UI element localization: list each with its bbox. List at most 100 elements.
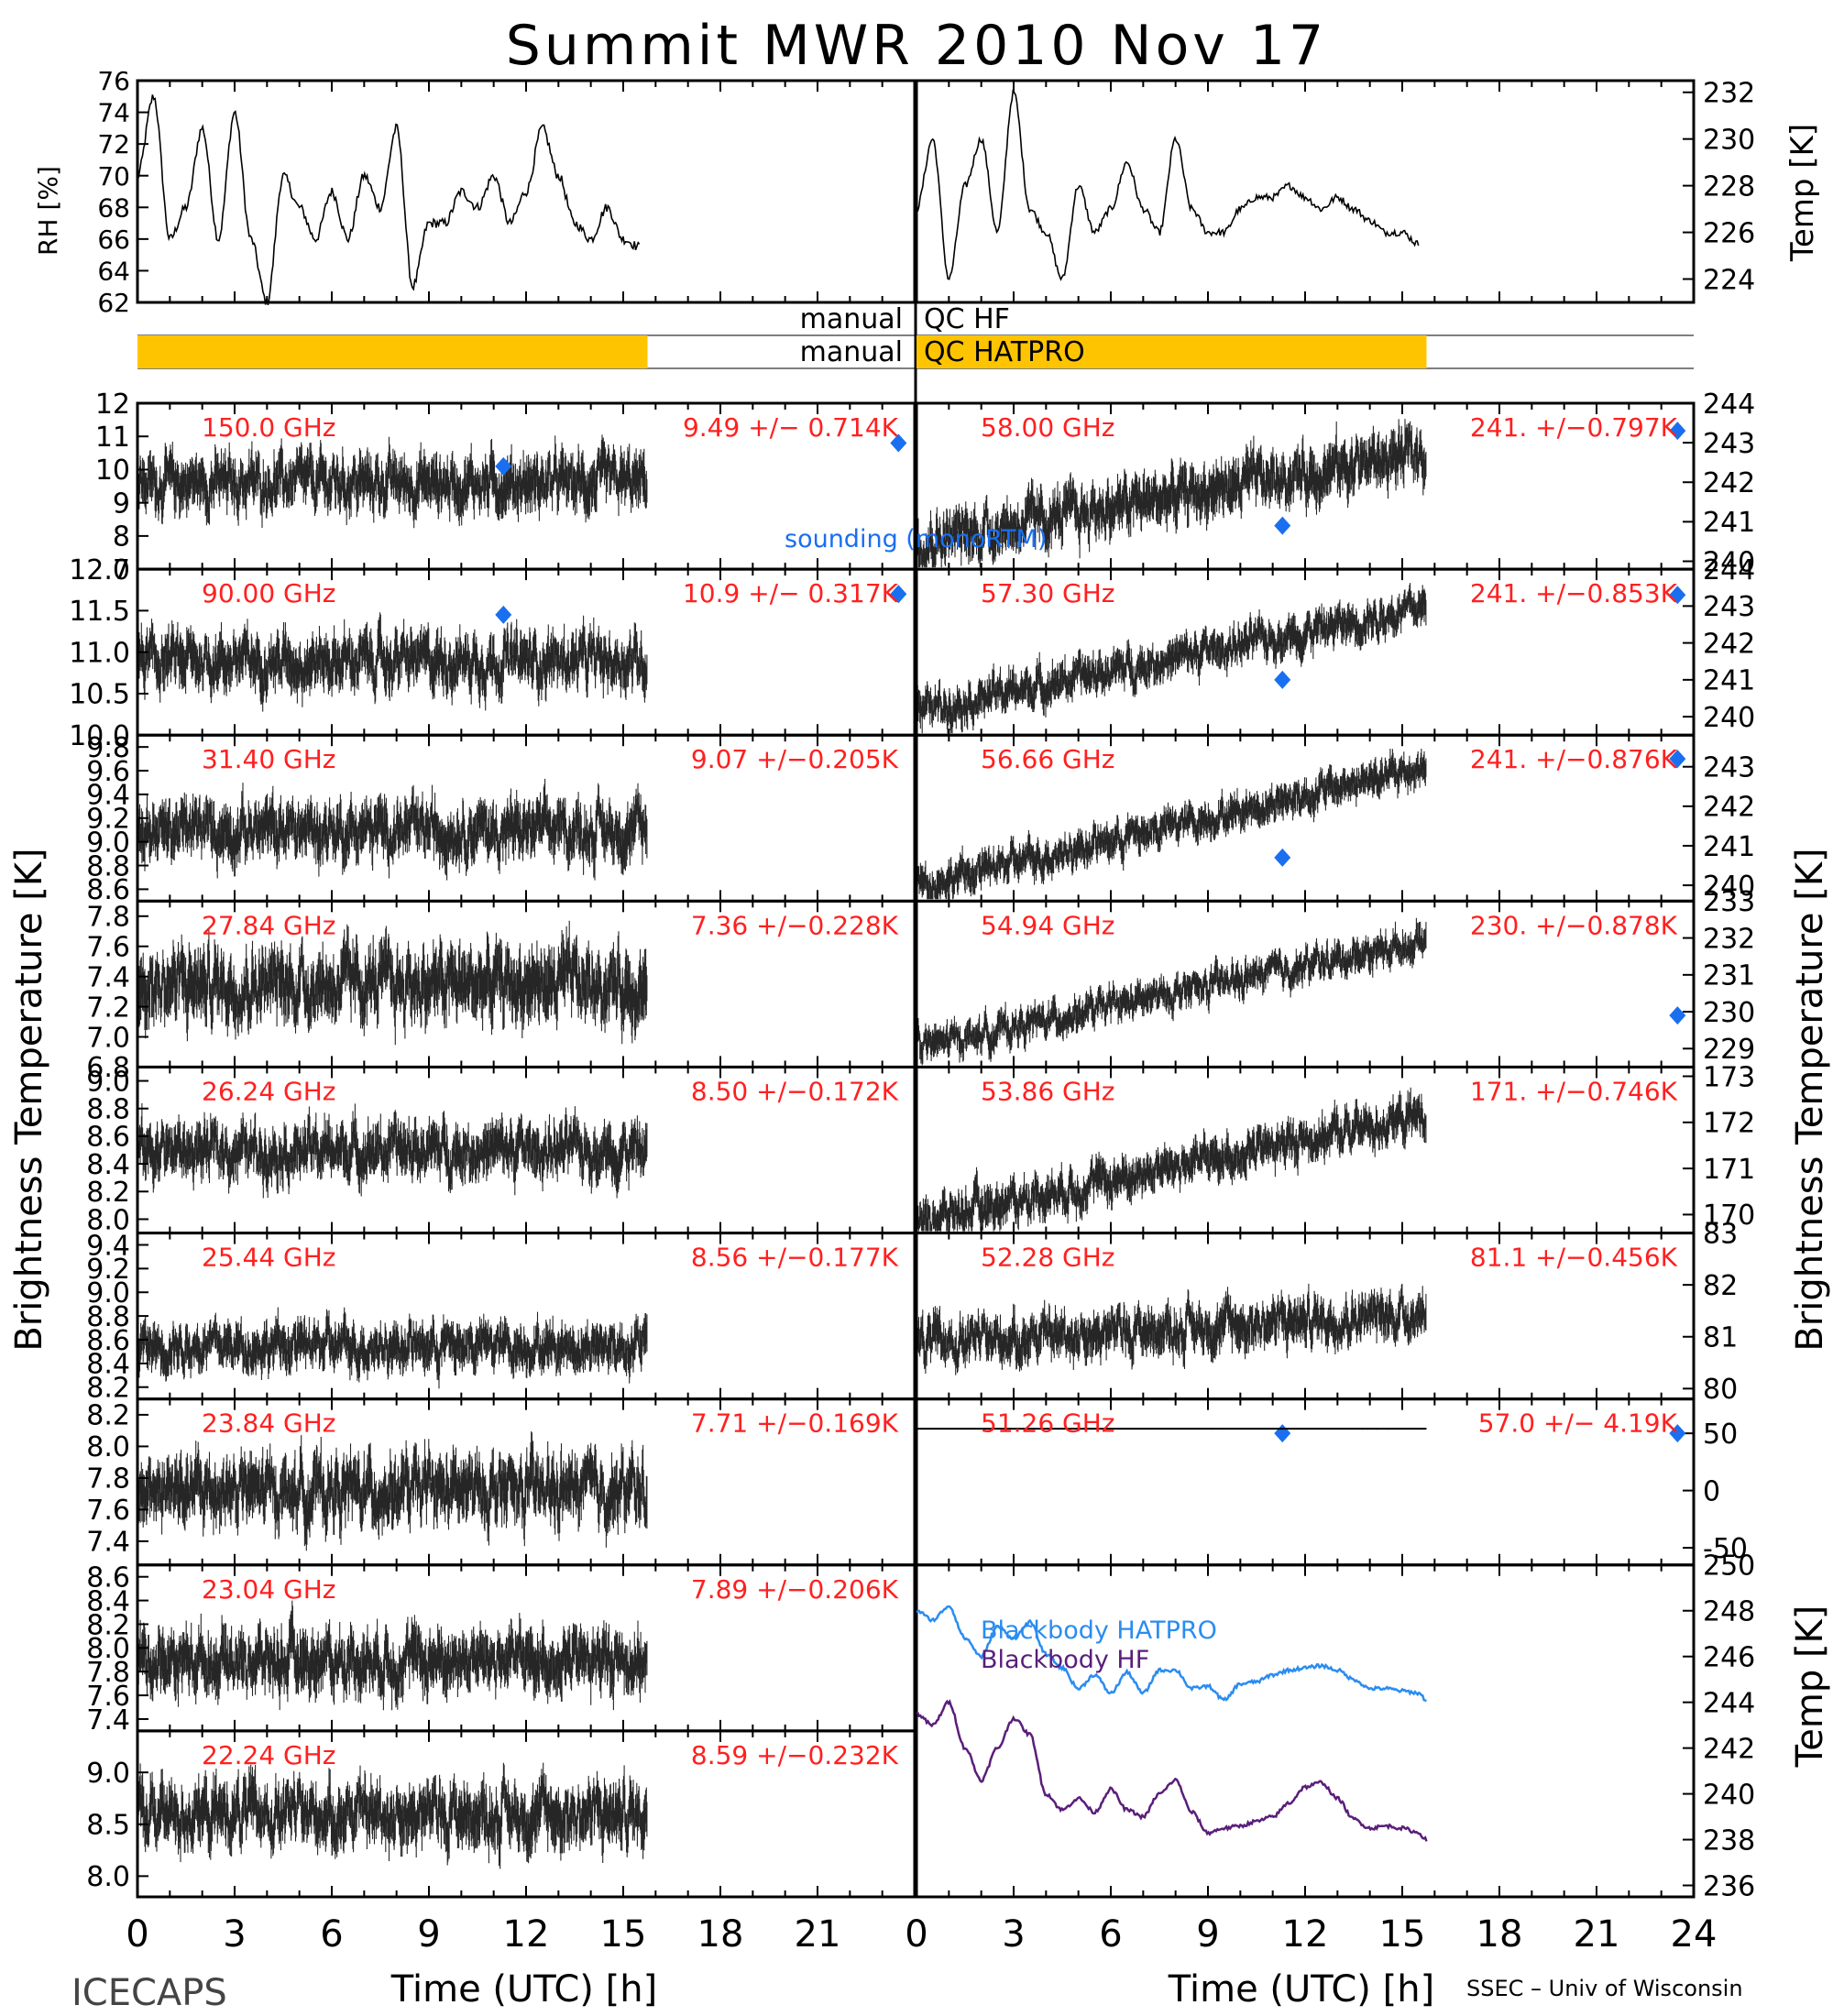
blackbody-tick-label: 248 <box>1703 1596 1755 1628</box>
right-ch5-tick-label: 83 <box>1703 1218 1738 1250</box>
blackbody-tick-label: 238 <box>1703 1824 1755 1857</box>
x-tick-label-left: 15 <box>600 1913 647 1956</box>
left-ch2-tick-label: 9.4 <box>86 780 130 812</box>
left-ch3-stat-label: 7.36 +/−0.228K <box>691 910 899 940</box>
left-ch4-tick-label: 9.0 <box>86 1066 130 1098</box>
footer-left: ICECAPS <box>71 1972 227 2014</box>
left-ch6-tick-label: 7.6 <box>86 1495 130 1527</box>
left-ch7-trace <box>137 1600 648 1711</box>
figure-title: Summit MWR 2010 Nov 17 <box>506 14 1327 78</box>
left-ch0-tick-label: 10 <box>95 455 130 487</box>
left-ch7-tick-label: 8.4 <box>86 1585 130 1617</box>
temp-top-tick-label: 230 <box>1703 124 1755 156</box>
left-ch7-tick-label: 8.2 <box>86 1609 130 1641</box>
temp-top-tick-label: 224 <box>1703 264 1755 296</box>
right-ch2-tick-label: 243 <box>1703 752 1755 784</box>
sounding-marker <box>495 605 512 624</box>
left-ch1-tick-label: 10.5 <box>69 679 130 711</box>
left-ch0-stat-label: 9.49 +/− 0.714K <box>683 412 899 443</box>
left-ch1-freq-label: 90.00 GHz <box>202 578 336 608</box>
left-ch7-freq-label: 23.04 GHz <box>202 1574 336 1605</box>
right-ch6-freq-label: 51.26 GHz <box>981 1408 1115 1439</box>
left-ch5-freq-label: 25.44 GHz <box>202 1243 336 1273</box>
left-ch3-tick-label: 7.6 <box>86 932 130 964</box>
right-ch2-tick-label: 242 <box>1703 792 1755 824</box>
left-ch3-tick-label: 6.8 <box>86 1052 130 1084</box>
rh-tick-label: 62 <box>97 288 130 318</box>
temp-top-tick-label: 228 <box>1703 170 1755 203</box>
sounding-marker <box>1274 848 1291 867</box>
left-ch3-trace <box>137 920 648 1046</box>
left-ch1-stat-label: 10.9 +/− 0.317K <box>683 578 899 608</box>
left-ch0-tick-label: 8 <box>113 521 130 553</box>
x-tick-label-left: 6 <box>320 1913 343 1956</box>
left-ch3-tick-label: 7.0 <box>86 1022 130 1054</box>
left-ch1-tick-label: 11.0 <box>69 637 130 669</box>
left-ch0-tick-label: 11 <box>95 422 130 454</box>
right-ch6-stat-label: 57.0 +/− 4.19K <box>1478 1408 1678 1439</box>
left-ch2-tick-label: 9.6 <box>86 756 130 788</box>
blackbody-tick-label: 242 <box>1703 1733 1755 1765</box>
blackbody-tick-label: 246 <box>1703 1642 1755 1674</box>
left-ch2-stat-label: 9.07 +/−0.205K <box>691 744 899 774</box>
left-ch7-tick-label: 8.6 <box>86 1562 130 1594</box>
right-ch2-trace <box>916 749 1427 900</box>
x-tick-label-left: 18 <box>697 1913 744 1956</box>
qc-hatpro-right-bar <box>916 335 1427 368</box>
right-ch1-tick-label: 241 <box>1703 665 1755 697</box>
time-axis-label-left: Time (UTC) [h] <box>390 1968 657 2011</box>
left-ch0-trace <box>137 434 648 529</box>
right-ch6-tick-label: -50 <box>1703 1533 1748 1565</box>
right-ch3-trace <box>916 917 1427 1066</box>
qc-hatpro-label: QC HATPRO <box>924 336 1085 368</box>
left-ch4-trace <box>137 1102 648 1199</box>
left-ch3-tick-label: 7.2 <box>86 992 130 1024</box>
bb-hatpro-line <box>916 1605 1427 1703</box>
bb-hf-legend: Blackbody HF <box>981 1646 1149 1674</box>
right-ch0-tick-label: 244 <box>1703 389 1755 421</box>
x-tick-label-right: 12 <box>1282 1913 1329 1956</box>
x-tick-label-right: 18 <box>1476 1913 1523 1956</box>
right-ch4-stat-label: 171. +/−0.746K <box>1470 1076 1678 1106</box>
qc-hatpro-prefix: manual <box>800 336 903 368</box>
rh-tick-label: 74 <box>97 98 130 128</box>
temp-top-tick-label: 226 <box>1703 217 1755 249</box>
rh-tick-label: 68 <box>97 192 130 223</box>
blackbody-tick-label: 250 <box>1703 1550 1755 1583</box>
left-ch7-tick-label: 7.6 <box>86 1681 130 1713</box>
sounding-marker <box>1274 670 1291 689</box>
rh-tick-label: 72 <box>97 129 130 159</box>
left-ch7-tick-label: 7.8 <box>86 1657 130 1689</box>
left-ch8-freq-label: 22.24 GHz <box>202 1740 336 1770</box>
rh-tick-label: 76 <box>97 66 130 96</box>
x-tick-label-left: 21 <box>795 1913 841 1956</box>
left-ch2-trace <box>137 778 648 881</box>
left-ch5-stat-label: 8.56 +/−0.177K <box>691 1243 899 1273</box>
left-ch6-tick-label: 8.0 <box>86 1431 130 1463</box>
x-tick-label-right: 9 <box>1196 1913 1219 1956</box>
left-ch5-tick-label: 8.2 <box>86 1373 130 1405</box>
x-tick-label-right: 3 <box>1002 1913 1025 1956</box>
left-ch6-tick-label: 7.8 <box>86 1463 130 1496</box>
bb-hatpro-legend: Blackbody HATPRO <box>981 1616 1217 1645</box>
sounding-marker <box>1669 1006 1686 1025</box>
left-ch2-tick-label: 9.8 <box>86 732 130 764</box>
right-bt-axis-label: Brightness Temperature [K] <box>1789 848 1831 1351</box>
left-ch0-tick-label: 7 <box>113 554 130 586</box>
right-ch5-tick-label: 82 <box>1703 1270 1738 1302</box>
right-ch3-tick-label: 232 <box>1703 923 1755 955</box>
right-ch1-trace <box>916 583 1427 734</box>
sounding-marker <box>890 433 907 453</box>
blackbody-tick-label: 240 <box>1703 1779 1755 1811</box>
x-tick-label-right: 24 <box>1671 1913 1718 1956</box>
bb-hf-line <box>916 1699 1428 1842</box>
x-tick-label-right: 21 <box>1574 1913 1620 1956</box>
rh-line <box>137 94 641 305</box>
data-traces <box>137 89 1686 1869</box>
left-bt-axis-label: Brightness Temperature [K] <box>8 848 50 1351</box>
sounding-marker <box>890 585 907 604</box>
x-tick-label-left: 3 <box>223 1913 246 1956</box>
right-ch4-tick-label: 173 <box>1703 1061 1755 1093</box>
right-ch4-tick-label: 171 <box>1703 1154 1755 1186</box>
